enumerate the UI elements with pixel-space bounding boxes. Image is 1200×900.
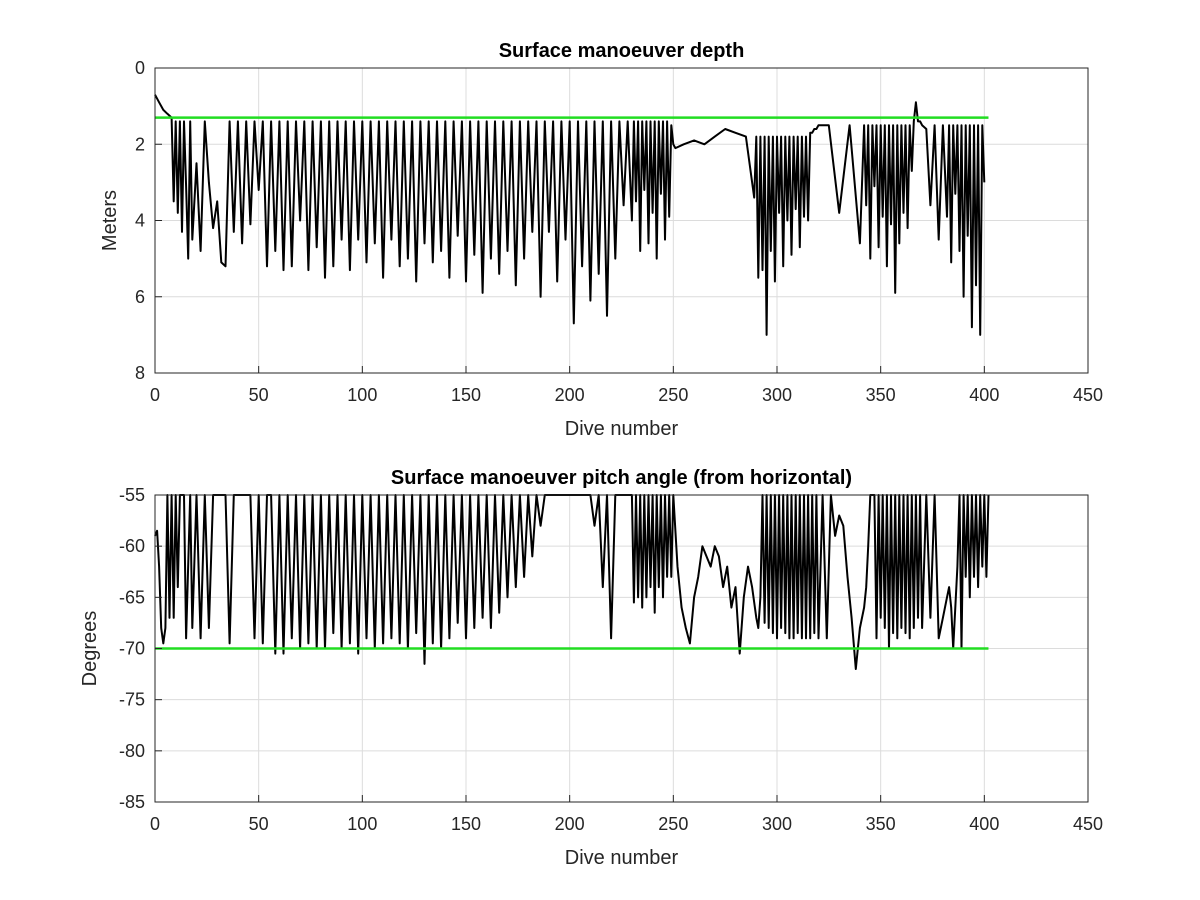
pitch-xtick-label: 150 [451, 814, 481, 834]
depth-ytick-label: 2 [135, 134, 145, 154]
depth-xtick-label: 100 [347, 385, 377, 405]
depth-plot-xlabel: Dive number [565, 418, 679, 440]
pitch-series-line [154, 494, 990, 670]
depth-xtick-label: 300 [762, 385, 792, 405]
pitch-ytick-label: -65 [119, 587, 145, 607]
pitch-ytick-label: -55 [119, 485, 145, 505]
pitch-xtick-label: 200 [555, 814, 585, 834]
pitch-plot-title: Surface manoeuver pitch angle (from hori… [391, 467, 852, 489]
pitch-xtick-label: 100 [347, 814, 377, 834]
depth-series-line [154, 94, 986, 336]
depth-xtick-label: 50 [249, 385, 269, 405]
pitch-ytick-label: -75 [119, 690, 145, 710]
depth-xtick-label: 0 [150, 385, 160, 405]
depth-xtick-label: 350 [866, 385, 896, 405]
pitch-ytick-label: -60 [119, 536, 145, 556]
depth-xtick-label: 200 [555, 385, 585, 405]
pitch-xtick-label: 250 [658, 814, 688, 834]
depth-plot-ylabel: Meters [99, 190, 121, 251]
pitch-plot: 0 50 100 150 200 250 300 350 400 450 -55 -60 -65 -70 -… [79, 467, 1103, 869]
pitch-plot-ylabel: Degrees [79, 611, 101, 687]
pitch-xtick-label: 300 [762, 814, 792, 834]
pitch-xtick-label: 400 [969, 814, 999, 834]
pitch-xtick-label: 50 [249, 814, 269, 834]
depth-ytick-label: 0 [135, 58, 145, 78]
depth-ytick-label: 8 [135, 363, 145, 383]
pitch-xtick-label: 350 [866, 814, 896, 834]
depth-ytick-label: 4 [135, 211, 145, 231]
depth-xtick-label: 250 [658, 385, 688, 405]
depth-plot-title: Surface manoeuver depth [499, 40, 745, 62]
depth-ytick-label: 6 [135, 287, 145, 307]
pitch-ytick-label: -85 [119, 792, 145, 812]
depth-xtick-label: 400 [969, 385, 999, 405]
depth-xtick-label: 150 [451, 385, 481, 405]
pitch-ytick-label: -80 [119, 741, 145, 761]
pitch-ytick-label: -70 [119, 639, 145, 659]
pitch-xtick-label: 0 [150, 814, 160, 834]
pitch-plot-xlabel: Dive number [565, 847, 679, 869]
pitch-xtick-label: 450 [1073, 814, 1103, 834]
depth-xtick-label: 450 [1073, 385, 1103, 405]
depth-plot: 0 50 100 150 200 250 300 350 400 450 0 2 4 6 8 Surface… [99, 40, 1103, 440]
